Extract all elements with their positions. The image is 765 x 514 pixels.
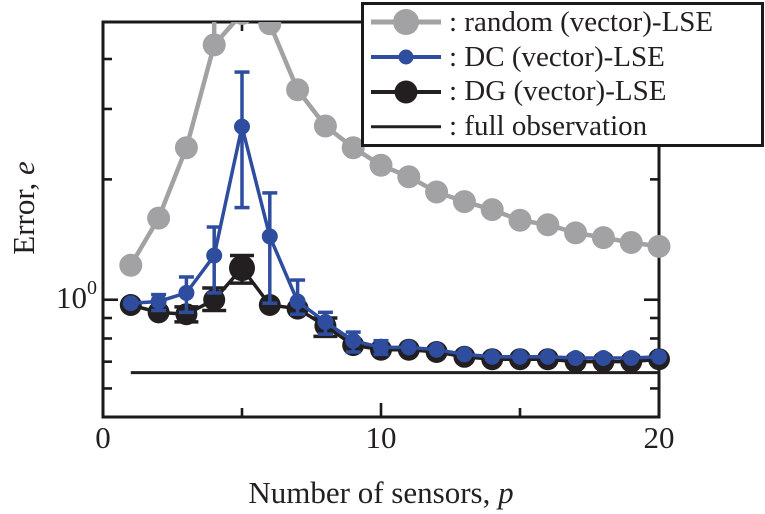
data-point — [258, 294, 281, 317]
data-point — [397, 165, 421, 189]
legend-label-dc: : DC (vector)-LSE — [449, 40, 665, 73]
data-point — [147, 206, 171, 230]
data-point — [452, 190, 476, 214]
legend-label-dg: : DG (vector)-LSE — [449, 75, 667, 108]
data-point — [150, 293, 167, 310]
x-axis-label: Number of sensors, p — [248, 475, 513, 510]
x-tick-label: 20 — [644, 420, 675, 455]
legend: : random (vector)-LSE : DC (vector)-LSE … — [361, 2, 764, 147]
data-point — [428, 341, 445, 358]
data-point — [345, 332, 362, 349]
error-bar — [262, 191, 278, 305]
data-point — [175, 303, 198, 326]
data-point — [564, 221, 588, 245]
data-point — [122, 295, 139, 312]
data-point — [258, 22, 282, 36]
data-point — [369, 153, 393, 177]
legend-item-random: : random (vector)-LSE — [369, 5, 761, 39]
data-point — [317, 313, 334, 330]
data-point — [206, 247, 223, 264]
data-point — [425, 180, 449, 204]
random-marker-icon — [369, 7, 443, 37]
data-point — [508, 208, 532, 232]
error-bar — [234, 70, 250, 210]
data-point — [313, 114, 337, 138]
series-random — [119, 22, 671, 277]
y-axis-label: Error, e — [6, 161, 41, 255]
data-point — [619, 231, 643, 255]
legend-label-full-observation: : full observation — [449, 110, 648, 143]
data-point — [229, 255, 255, 282]
x-tick-label: 10 — [366, 420, 397, 455]
data-point — [651, 348, 667, 365]
data-point — [261, 228, 278, 245]
legend-label-random: : random (vector)-LSE — [449, 5, 714, 38]
dg-marker-icon — [369, 77, 443, 107]
data-point — [647, 234, 671, 258]
legend-item-dc: : DC (vector)-LSE — [369, 40, 761, 74]
data-point — [484, 348, 501, 365]
data-point — [119, 253, 143, 277]
data-point — [178, 284, 195, 301]
x-tick-label: 0 — [95, 420, 111, 455]
data-point — [595, 349, 612, 366]
y-tick-label: 100 — [56, 277, 97, 315]
data-point — [539, 348, 556, 365]
series-dc — [122, 70, 667, 366]
data-point — [289, 293, 306, 310]
legend-item-full-observation: : full observation — [369, 110, 761, 144]
data-point — [174, 136, 198, 160]
data-point — [400, 339, 417, 356]
data-point — [234, 118, 250, 135]
data-point — [623, 349, 640, 366]
data-point — [341, 136, 365, 160]
data-point — [536, 213, 560, 237]
legend-item-dg: : DG (vector)-LSE — [369, 75, 761, 109]
data-point — [567, 349, 584, 366]
data-point — [512, 348, 528, 365]
full-observation-line-icon — [369, 112, 443, 142]
data-point — [286, 78, 310, 102]
data-point — [591, 226, 615, 250]
data-point — [234, 22, 250, 25]
data-point — [373, 339, 389, 356]
data-point — [480, 198, 504, 222]
data-point — [202, 33, 226, 57]
dc-marker-icon — [369, 42, 443, 72]
data-point — [456, 346, 473, 363]
